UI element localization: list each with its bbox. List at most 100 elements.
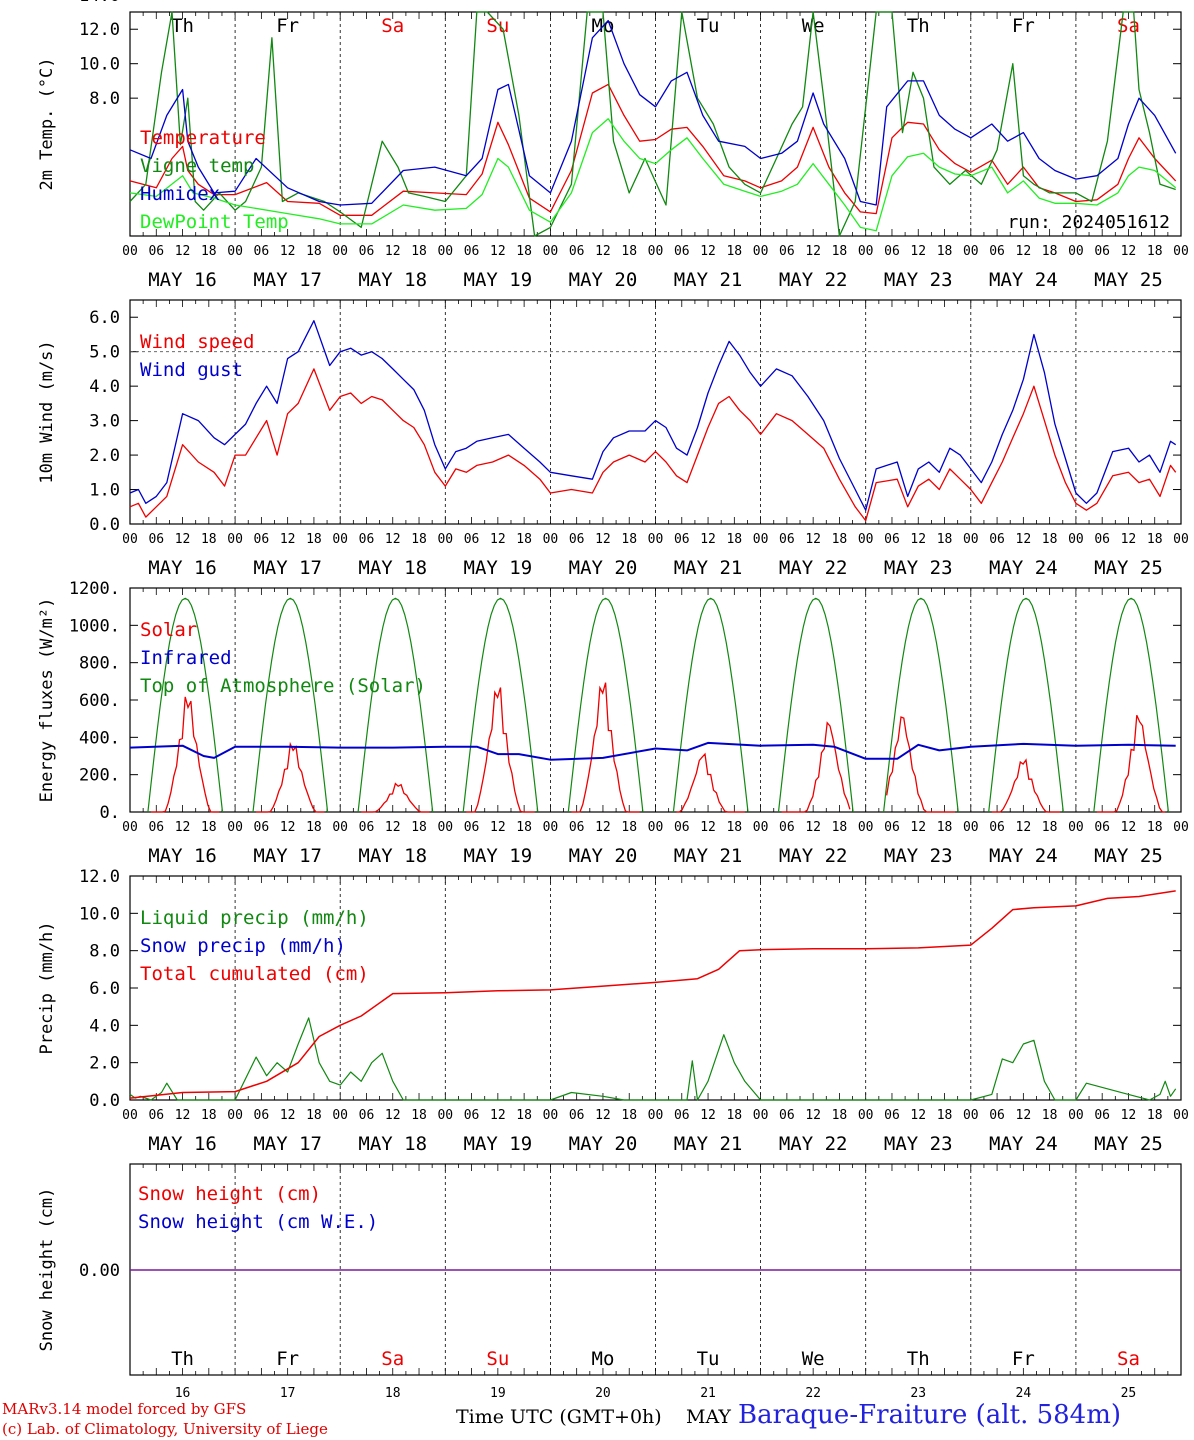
hour-tick-label: 06: [569, 1108, 585, 1123]
date-label: MAY 25: [1094, 845, 1163, 867]
y-tick-label: 4.0: [89, 1016, 120, 1036]
day-number: 20: [595, 1386, 611, 1400]
y-axis-label: 2m Temp. (°C): [37, 57, 57, 190]
y-axis-label: Precip (mm/h): [37, 921, 57, 1054]
hour-tick-label: 18: [937, 820, 953, 835]
date-label: MAY 24: [989, 269, 1058, 291]
y-tick-label: 2.0: [89, 446, 120, 466]
day-name: Fr: [1012, 15, 1035, 37]
hour-tick-label: 06: [359, 532, 375, 547]
day-name: Sa: [1117, 1348, 1140, 1370]
date-label: MAY 19: [464, 1133, 533, 1155]
hour-tick-label: 00: [648, 1108, 664, 1123]
hour-tick-label: 06: [148, 820, 164, 835]
date-label: MAY 18: [358, 269, 427, 291]
y-tick-label: 10.0: [79, 904, 120, 924]
hour-tick-label: 18: [411, 244, 427, 259]
day-name: Th: [171, 1348, 194, 1370]
legend-label: Vigne temp: [140, 155, 254, 177]
day-name: Sa: [381, 1348, 404, 1370]
date-label: MAY 17: [253, 557, 322, 579]
date-label: MAY 20: [569, 1133, 638, 1155]
hour-tick-label: 18: [1042, 532, 1058, 547]
date-label: MAY 19: [464, 557, 533, 579]
hour-tick-label: 12: [1121, 532, 1137, 547]
time-axis-label: Time UTC (GMT+0h): [456, 1406, 662, 1428]
hour-tick-label: 00: [963, 820, 979, 835]
hour-tick-label: 12: [595, 532, 611, 547]
hour-tick-label: 06: [1094, 820, 1110, 835]
hour-tick-label: 12: [280, 244, 296, 259]
hour-tick-label: 00: [543, 244, 559, 259]
hour-tick-label: 12: [910, 1108, 926, 1123]
hour-tick-label: 12: [805, 820, 821, 835]
legend-label: Infrared: [140, 647, 232, 669]
hour-tick-label: 18: [937, 532, 953, 547]
date-label: MAY 18: [358, 845, 427, 867]
hour-tick-label: 06: [464, 532, 480, 547]
hour-tick-label: 06: [989, 820, 1005, 835]
hour-tick-label: 18: [937, 1108, 953, 1123]
hour-tick-label: 06: [148, 532, 164, 547]
y-tick-label: 8.0: [89, 89, 120, 109]
y-tick-label: 0.00: [79, 1261, 120, 1281]
day-name: Fr: [276, 15, 299, 37]
date-label: MAY 18: [358, 557, 427, 579]
hour-tick-label: 00: [227, 820, 243, 835]
day-name: Sa: [381, 15, 404, 37]
y-tick-label: 6.0: [89, 308, 120, 328]
hour-tick-label: 18: [516, 532, 532, 547]
date-label: MAY 22: [779, 1133, 848, 1155]
y-tick-label: 0.0: [89, 515, 120, 535]
y-tick-label: 4.0: [89, 377, 120, 397]
hour-tick-label: 12: [805, 244, 821, 259]
day-number: 23: [910, 1386, 926, 1400]
day-number: 24: [1016, 1386, 1032, 1400]
y-tick-label: 400.: [79, 728, 120, 748]
hour-tick-label: 00: [437, 1108, 453, 1123]
hour-tick-label: 06: [1094, 1108, 1110, 1123]
hour-tick-label: 00: [753, 1108, 769, 1123]
hour-tick-label: 18: [1147, 820, 1163, 835]
date-label: MAY 21: [674, 269, 743, 291]
day-number: 17: [280, 1386, 296, 1400]
legend-label: Total cumulated (cm): [140, 963, 369, 985]
hour-tick-label: 00: [437, 820, 453, 835]
hour-tick-label: 06: [674, 1108, 690, 1123]
hour-tick-label: 18: [411, 1108, 427, 1123]
date-label: MAY 25: [1094, 557, 1163, 579]
hour-tick-label: 12: [1016, 532, 1032, 547]
day-name: Th: [171, 15, 194, 37]
hour-tick-label: 06: [359, 1108, 375, 1123]
hour-tick-label: 06: [1094, 244, 1110, 259]
hour-tick-label: 00: [1173, 244, 1189, 259]
hour-tick-label: 18: [621, 1108, 637, 1123]
y-tick-label: 5.0: [89, 343, 120, 363]
hour-tick-label: 18: [306, 532, 322, 547]
hour-tick-label: 06: [779, 244, 795, 259]
hour-tick-label: 18: [1042, 1108, 1058, 1123]
hour-tick-label: 00: [437, 532, 453, 547]
series-solar: [151, 682, 1166, 813]
station-title: Baraque-Fraiture (alt. 584m): [738, 1400, 1122, 1430]
day-name: Th: [907, 15, 930, 37]
day-name: Th: [907, 1348, 930, 1370]
legend-label: Wind speed: [140, 331, 254, 353]
hour-tick-label: 12: [595, 1108, 611, 1123]
date-label: MAY 25: [1094, 1133, 1163, 1155]
hour-tick-label: 00: [1068, 820, 1084, 835]
hour-tick-label: 12: [1121, 244, 1137, 259]
series-infrared: [129, 741, 1176, 761]
hour-tick-label: 18: [1147, 532, 1163, 547]
date-label: MAY 16: [148, 557, 217, 579]
y-tick-label: 12.0: [79, 20, 120, 40]
hour-tick-label: 12: [805, 532, 821, 547]
hour-tick-label: 12: [490, 820, 506, 835]
hour-tick-label: 06: [989, 1108, 1005, 1123]
hour-tick-label: 06: [674, 532, 690, 547]
series-liquid-precip: [129, 1017, 1177, 1101]
hour-tick-label: 12: [700, 532, 716, 547]
hour-tick-label: 06: [148, 1108, 164, 1123]
hour-tick-label: 12: [280, 820, 296, 835]
hour-tick-label: 18: [832, 532, 848, 547]
